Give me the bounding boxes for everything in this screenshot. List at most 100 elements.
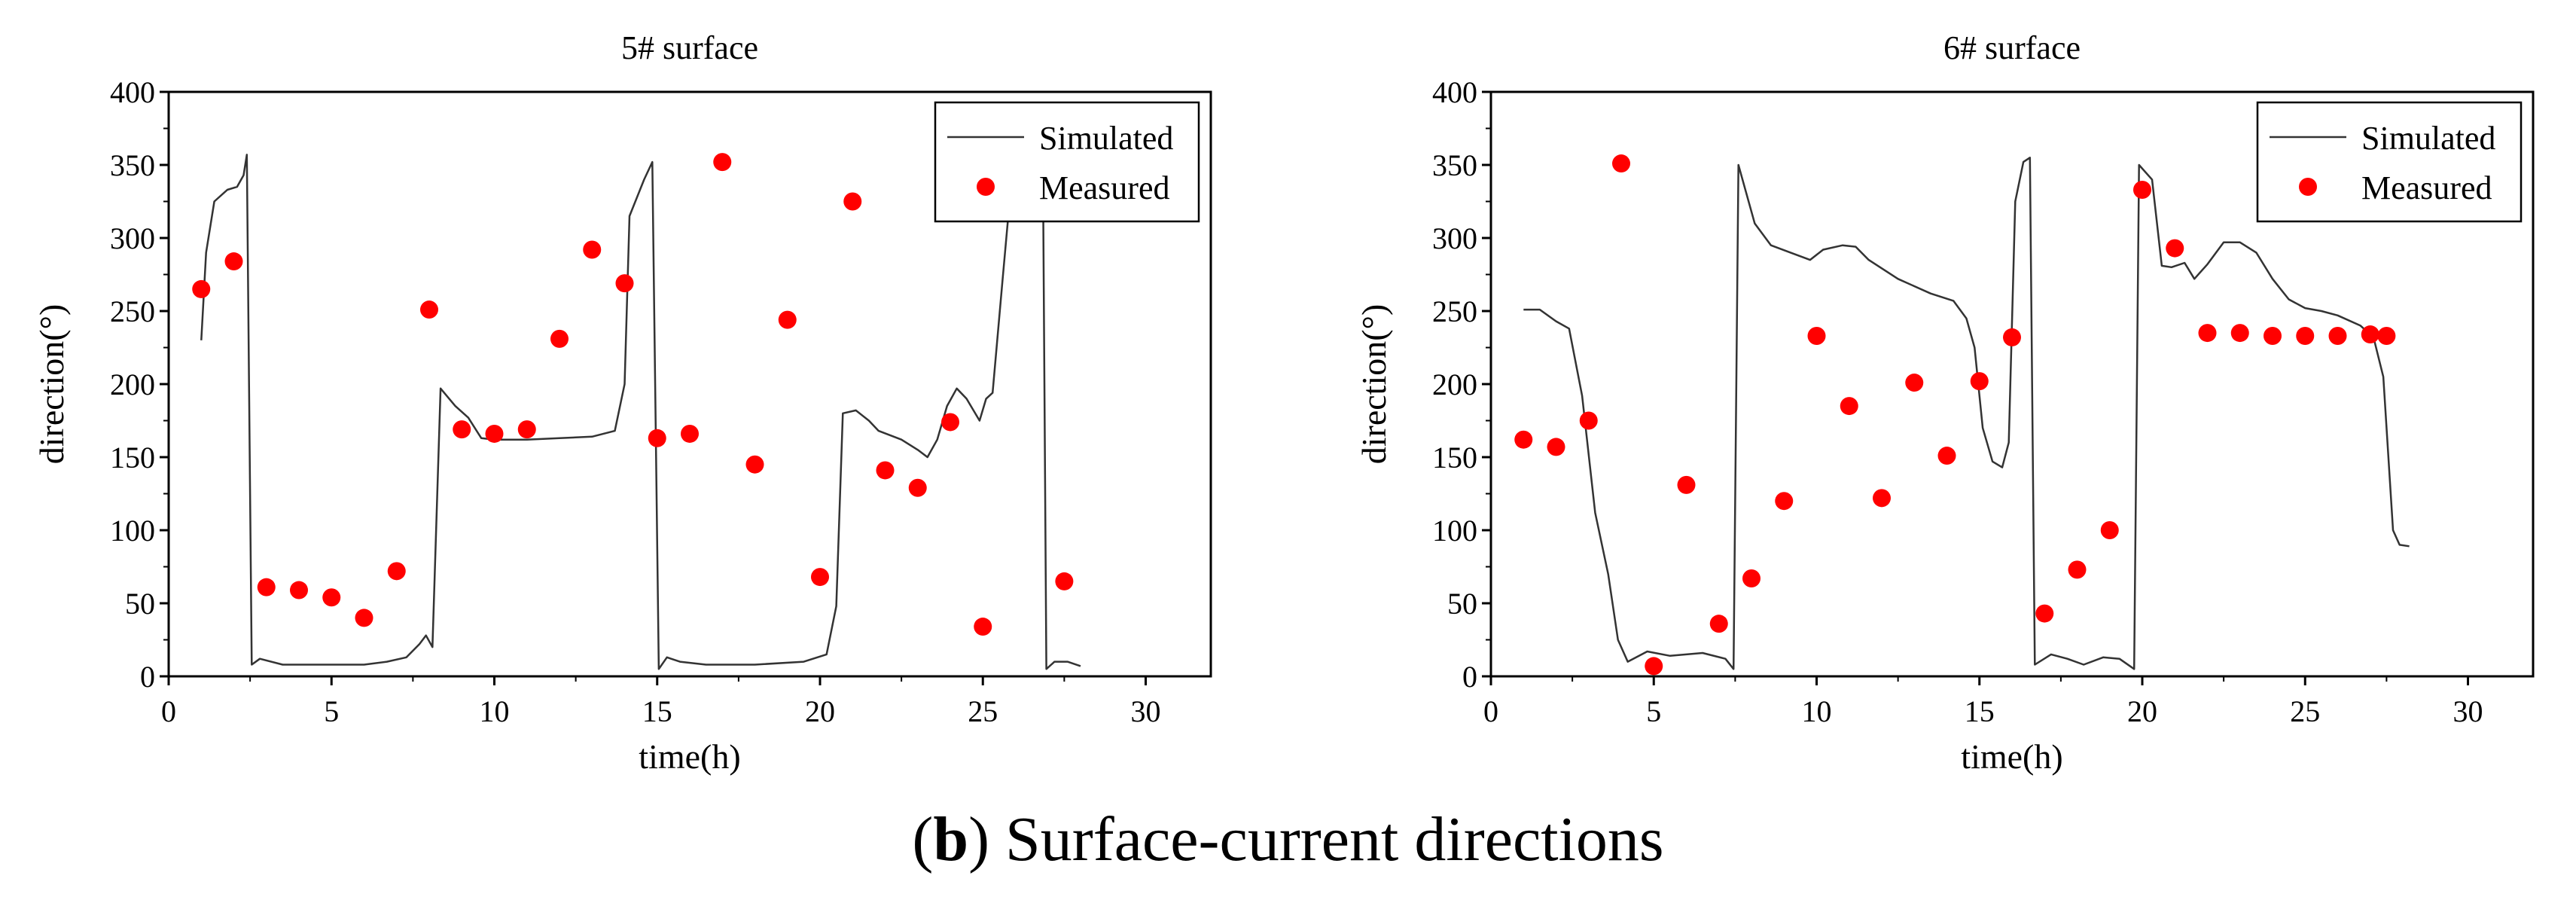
- measured-point: [2133, 180, 2151, 199]
- y-tick-label: 400: [110, 75, 155, 109]
- measured-point: [550, 329, 569, 348]
- y-tick-label: 200: [1432, 368, 1477, 401]
- x-tick-label: 20: [805, 694, 835, 728]
- measured-point: [1514, 430, 1533, 449]
- x-tick-label: 10: [1802, 694, 1832, 728]
- measured-point: [1645, 657, 1663, 676]
- legend-marker-swatch: [977, 178, 995, 196]
- y-tick-label: 150: [1432, 441, 1477, 474]
- measured-point: [2068, 560, 2087, 579]
- x-tick-label: 30: [2453, 694, 2483, 728]
- x-tick-label: 0: [1483, 694, 1498, 728]
- measured-point: [2035, 604, 2054, 623]
- y-tick-label: 350: [110, 148, 155, 182]
- measured-point: [745, 455, 764, 474]
- x-tick-label: 5: [324, 694, 339, 728]
- measured-point: [387, 562, 406, 581]
- measured-point: [681, 424, 699, 443]
- y-tick-label: 350: [1432, 148, 1477, 182]
- measured-point: [1547, 438, 1565, 456]
- legend-label-simulated: Simulated: [1039, 120, 1173, 157]
- measured-point: [2377, 326, 2396, 345]
- x-axis-label: time(h): [639, 737, 740, 776]
- measured-point: [1579, 411, 1598, 430]
- measured-point: [2198, 324, 2217, 343]
- measured-point: [811, 568, 829, 587]
- measured-point: [192, 279, 211, 298]
- measured-point: [224, 252, 243, 271]
- y-tick-label: 0: [1462, 660, 1477, 694]
- simulated-line: [200, 154, 1081, 670]
- x-tick-label: 15: [1965, 694, 1995, 728]
- measured-point: [1677, 475, 1696, 494]
- y-tick-label: 50: [1447, 587, 1477, 621]
- measured-point: [290, 581, 308, 599]
- measured-point: [2361, 325, 2379, 344]
- caption-letter: b: [933, 804, 969, 874]
- measured-point: [2100, 521, 2119, 539]
- x-tick-label: 10: [480, 694, 510, 728]
- simulated-line: [1523, 157, 2410, 670]
- measured-point: [876, 461, 895, 480]
- measured-point: [2166, 239, 2184, 258]
- y-tick-label: 100: [1432, 514, 1477, 548]
- measured-point: [1807, 326, 1826, 345]
- measured-point: [1840, 397, 1858, 416]
- x-tick-label: 0: [161, 694, 176, 728]
- measured-point: [1873, 489, 1891, 508]
- x-axis-label: time(h): [1961, 737, 2062, 776]
- y-tick-label: 400: [1432, 75, 1477, 109]
- measured-point: [2264, 326, 2282, 345]
- measured-point: [1055, 572, 1074, 590]
- measured-point: [2230, 324, 2249, 343]
- y-tick-label: 200: [110, 368, 155, 401]
- measured-point: [2296, 326, 2315, 345]
- y-axis-label: direction(°): [1355, 304, 1393, 465]
- measured-point: [648, 429, 666, 447]
- measured-point: [1742, 569, 1761, 588]
- measured-point: [485, 424, 504, 443]
- y-tick-label: 300: [1432, 221, 1477, 255]
- measured-point: [843, 192, 862, 211]
- legend-label-simulated: Simulated: [2361, 120, 2495, 157]
- x-tick-label: 15: [642, 694, 672, 728]
- y-tick-label: 250: [1432, 294, 1477, 328]
- measured-point: [420, 301, 438, 319]
- measured-point: [257, 578, 276, 596]
- measured-point: [974, 618, 992, 636]
- chart-title: 6# surface: [1943, 29, 2081, 66]
- measured-point: [941, 413, 959, 432]
- x-tick-label: 5: [1646, 694, 1661, 728]
- legend-label-measured: Measured: [1039, 169, 1170, 206]
- legend-box: [934, 101, 1200, 223]
- y-tick-label: 50: [125, 587, 155, 621]
- measured-point: [1709, 615, 1728, 633]
- measured-point: [322, 588, 341, 607]
- y-tick-label: 100: [110, 514, 155, 548]
- measured-point: [1905, 374, 1924, 392]
- measured-point: [778, 310, 797, 329]
- measured-point: [453, 420, 471, 439]
- x-tick-label: 25: [2290, 694, 2320, 728]
- caption-text: Surface-current directions: [989, 804, 1664, 874]
- measured-point: [908, 478, 927, 497]
- caption-open-paren: (: [912, 804, 934, 874]
- figure-caption: (b) Surface-current directions: [0, 802, 2576, 877]
- caption-close-paren: ): [968, 804, 990, 874]
- x-tick-label: 30: [1131, 694, 1161, 728]
- measured-point: [2003, 328, 2021, 346]
- x-tick-label: 20: [2127, 694, 2157, 728]
- measured-point: [583, 240, 602, 259]
- measured-point: [1970, 372, 1989, 391]
- y-tick-label: 300: [110, 221, 155, 255]
- measured-point: [1775, 492, 1794, 511]
- measured-point: [355, 609, 373, 627]
- y-axis-label: direction(°): [32, 304, 71, 465]
- measured-point: [1937, 447, 1956, 465]
- y-tick-label: 0: [140, 660, 155, 694]
- measured-point: [2328, 326, 2347, 345]
- legend-box: [2256, 101, 2523, 223]
